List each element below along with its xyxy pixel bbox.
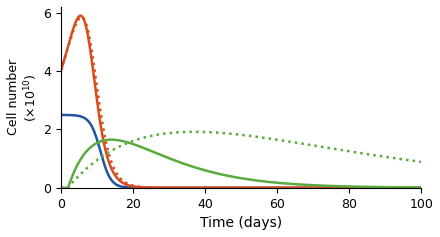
X-axis label: Time (days): Time (days) xyxy=(200,216,282,230)
Y-axis label: Cell number
($\times$10$^{10}$): Cell number ($\times$10$^{10}$) xyxy=(7,59,40,135)
